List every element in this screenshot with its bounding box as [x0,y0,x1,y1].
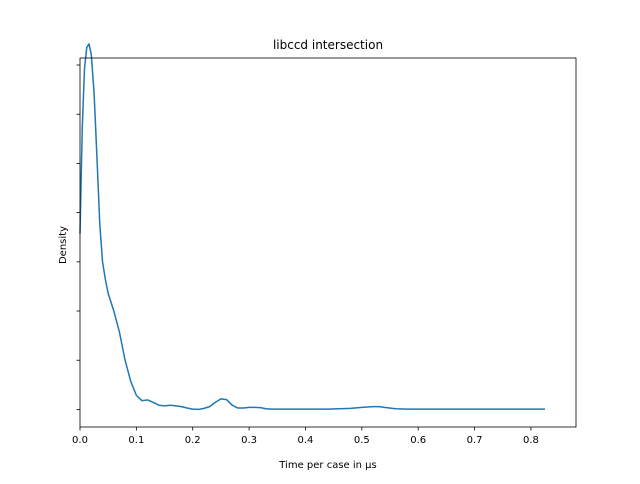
plot-frame [79,57,577,428]
x-tick-label: 0.6 [410,435,426,446]
chart-title: libccd intersection [273,38,383,52]
x-tick-label: 0.2 [185,435,201,446]
x-tick-label: 0.5 [354,435,370,446]
x-tick-label: 0.4 [298,435,314,446]
x-tick-label: 0.0 [72,435,88,446]
y-axis [76,64,80,410]
x-tick-label: 0.8 [523,435,539,446]
x-tick-label: 0.7 [467,435,483,446]
x-axis-label: Time per case in µs [278,460,376,471]
x-axis: 0.0 0.1 0.2 0.3 0.4 0.5 0.6 0.7 0.8 [72,427,539,446]
x-tick-label: 0.3 [241,435,257,446]
plot-area [79,43,577,428]
x-tick-label: 0.1 [128,435,144,446]
y-axis-label: Density [58,226,69,264]
density-line [79,43,545,411]
